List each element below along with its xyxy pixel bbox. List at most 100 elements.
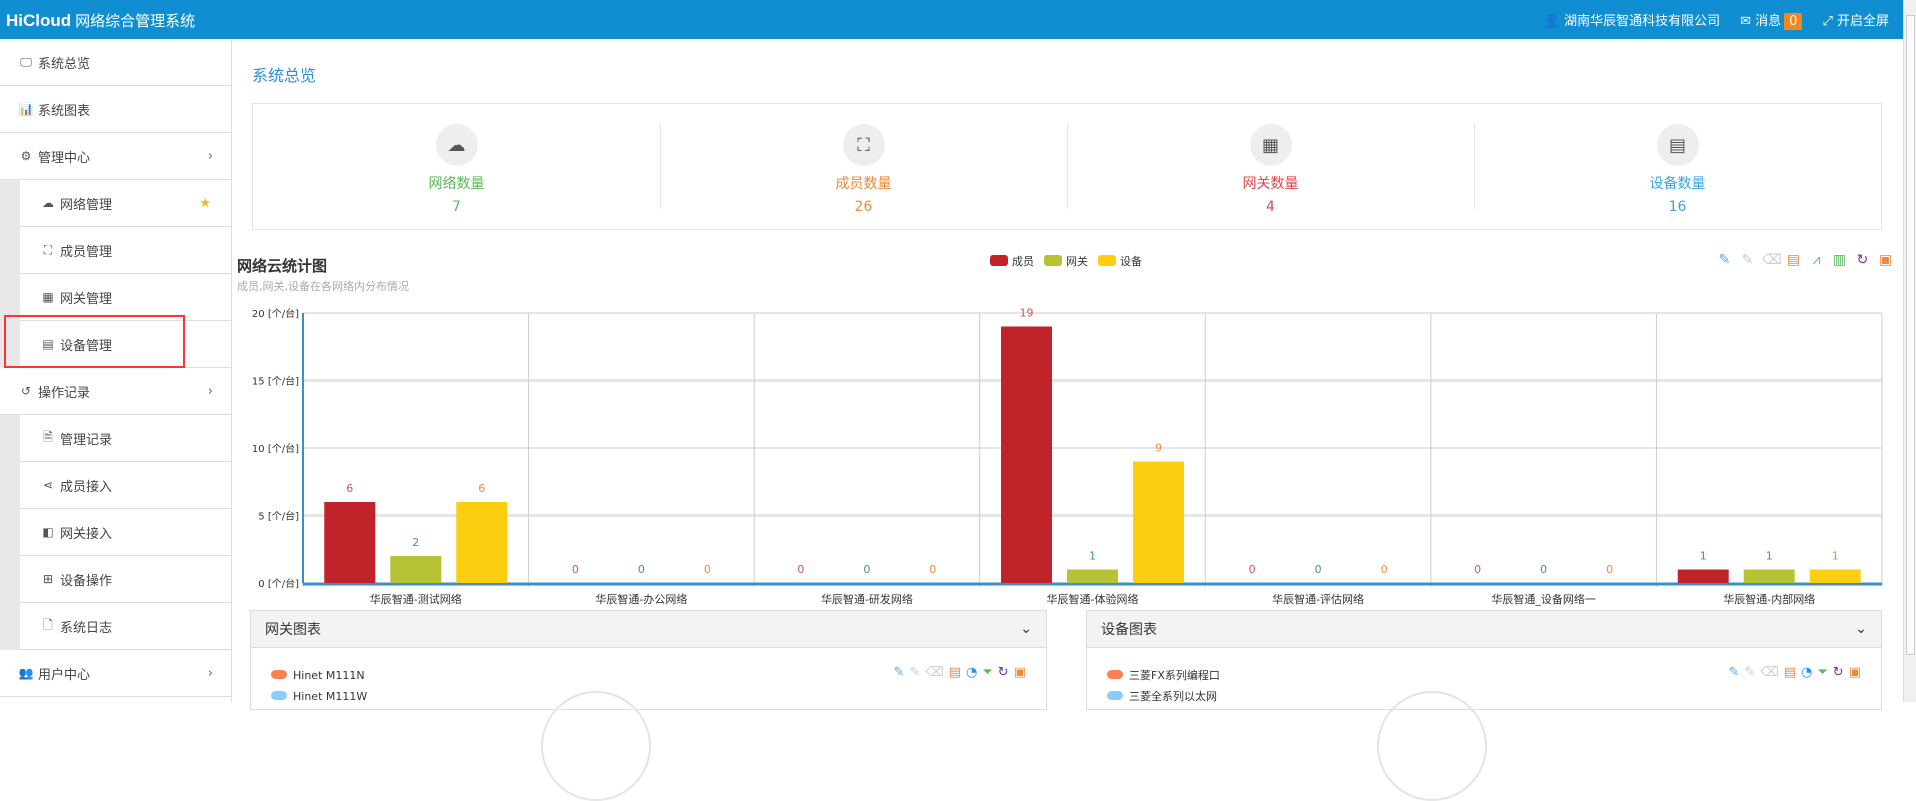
device-panel-title: 设备图表 [1101, 622, 1157, 638]
sidebar-item[interactable]: 🗋 系统日志 [20, 603, 231, 650]
x-tick-label: 华辰智通-评估网络 [1272, 592, 1364, 606]
grid-icon: ▦ [42, 290, 54, 304]
data-label: 0 [704, 563, 711, 576]
scrollbar-thumb[interactable] [1906, 15, 1915, 655]
device-panel-header[interactable]: 设备图表 ⌄ [1087, 611, 1881, 648]
data-view-icon[interactable]: ▤ [1786, 252, 1801, 268]
sidebar-item[interactable]: ⋖ 成员接入 [20, 462, 231, 509]
legend-label: 成员 [1012, 255, 1034, 268]
bar [1677, 569, 1729, 583]
data-label: 1 [1700, 550, 1707, 563]
chevron-down-icon[interactable]: ⌄ [1020, 621, 1032, 637]
sidebar-item-label: 网关接入 [60, 526, 113, 542]
stat-card: ☁ 网络数量 7 [253, 104, 660, 229]
stats-panel: ☁ 网络数量 7 ⛶ 成员数量 26 ▦ 网关数量 4 ▤ 设备数量 16 [252, 103, 1882, 230]
grid-icon: ▦ [1249, 124, 1292, 166]
legend-item[interactable]: Hinet M111W [271, 686, 367, 707]
gateway-legend: Hinet M111N Hinet M111W [271, 665, 367, 707]
sidebar-item[interactable]: 🗎 管理记录 [20, 415, 231, 462]
share-square-icon: ◧ [42, 525, 54, 539]
brand[interactable]: HiCloud 网络综合管理系统 [6, 10, 195, 31]
device-pie-chart [1377, 691, 1487, 801]
data-view-icon[interactable]: ▤ [948, 665, 962, 680]
fullscreen-label: 开启全屏 [1836, 14, 1889, 29]
stat-card: ⛶ 成员数量 26 [660, 104, 1067, 229]
legend-label: Hinet M111W [293, 690, 368, 703]
line-icon[interactable]: ⩘ [1812, 252, 1821, 268]
mark-undo-icon[interactable]: ✎ [909, 665, 921, 680]
stat-value: 16 [1668, 199, 1687, 215]
sidebar-item[interactable]: 📊 系统图表 [0, 86, 231, 133]
sidebar-item[interactable]: 👥 用户中心 › [0, 650, 231, 697]
data-label: 0 [797, 563, 804, 576]
legend-label: 三菱全系列以太网 [1129, 690, 1217, 703]
save-icon[interactable]: ▣ [1013, 665, 1026, 680]
gateway-panel-header[interactable]: 网关图表 ⌄ [251, 611, 1046, 648]
mark-clear-icon[interactable]: ⌫ [1762, 252, 1782, 268]
legend-item[interactable]: 三菱全系列以太网 [1107, 686, 1220, 707]
plus-square-icon: ⊞ [42, 572, 54, 586]
sidebar-item[interactable]: ▤ 设备管理 [20, 321, 231, 368]
stat-label: 成员数量 [835, 176, 892, 192]
star-icon[interactable]: ★ [199, 195, 211, 211]
fullscreen-button[interactable]: ⤢ 开启全屏 [1822, 10, 1889, 29]
gateway-pie-chart [541, 691, 651, 801]
stat-label: 设备数量 [1649, 176, 1706, 192]
pie-icon[interactable]: ◔ [1801, 665, 1813, 680]
sidebar-item[interactable]: 🖵 系统总览 [0, 39, 231, 86]
mark-icon[interactable]: ✎ [1728, 665, 1740, 680]
legend-label: Hinet M111N [293, 669, 365, 682]
legend-dot-icon [271, 670, 287, 679]
funnel-icon[interactable]: ⏷ [982, 665, 993, 680]
save-icon[interactable]: ▣ [1878, 252, 1893, 268]
legend-item[interactable]: 成员 [990, 253, 1034, 269]
mark-icon[interactable]: ✎ [893, 665, 905, 680]
messages-badge: 0 [1784, 13, 1803, 30]
sidebar-item[interactable]: ▦ 网关管理 [20, 274, 231, 321]
messages-label: 消息 [1755, 14, 1782, 29]
sidebar-item[interactable]: ☁ 网络管理 ★ [20, 180, 231, 227]
messages-button[interactable]: ✉ 消息 0 [1740, 10, 1803, 30]
data-view-icon[interactable]: ▤ [1783, 665, 1797, 680]
mark-icon[interactable]: ✎ [1718, 252, 1731, 268]
cogs-icon: ⚙ [20, 149, 32, 163]
mark-undo-icon[interactable]: ✎ [1741, 252, 1754, 268]
sidebar-item-label: 网络管理 [60, 197, 113, 213]
bar-icon[interactable]: ▥ [1832, 252, 1847, 268]
legend-dot-icon [271, 691, 287, 700]
chevron-right-icon: › [207, 665, 213, 681]
cloud-icon: ☁ [42, 196, 54, 210]
chart-title: 网络云统计图 [237, 257, 328, 275]
expand-icon: ⤢ [1822, 14, 1833, 29]
file-text-icon: 🗎 [43, 429, 53, 444]
chevron-down-icon[interactable]: ⌄ [1855, 621, 1867, 637]
sidebar-item[interactable]: ◧ 网关接入 [20, 509, 231, 556]
sidebar: 🖵 系统总览 📊 系统图表 ⚙ 管理中心 › ☁ 网络管理 ★ ⛶ 成员管理 ▦ 网关管理 ▤ 设备管理 ↺ 操作… [0, 39, 232, 702]
stat-value: 4 [1266, 199, 1275, 215]
refresh-icon[interactable]: ↻ [1856, 252, 1869, 268]
data-label: 0 [1381, 563, 1388, 576]
legend-dot-icon [1107, 670, 1123, 679]
sidebar-item[interactable]: ⛶ 成员管理 [20, 227, 231, 274]
mark-undo-icon[interactable]: ✎ [1744, 665, 1756, 680]
data-label: 6 [346, 482, 353, 495]
sidebar-item[interactable]: ↺ 操作记录 › [0, 368, 231, 415]
legend-item[interactable]: 网关 [1044, 253, 1088, 269]
page-scrollbar[interactable] [1903, 0, 1916, 702]
refresh-icon[interactable]: ↻ [1832, 665, 1844, 680]
funnel-icon[interactable]: ⏷ [1817, 665, 1828, 680]
stat-card: ▤ 设备数量 16 [1474, 104, 1881, 229]
legend-item[interactable]: 设备 [1098, 253, 1142, 269]
y-tick-label: 5 [个/台] [258, 510, 299, 523]
sidebar-item[interactable]: ⊞ 设备操作 [20, 556, 231, 603]
mark-clear-icon[interactable]: ⌫ [925, 665, 944, 680]
pie-icon[interactable]: ◔ [966, 665, 978, 680]
refresh-icon[interactable]: ↻ [997, 665, 1009, 680]
mark-clear-icon[interactable]: ⌫ [1760, 665, 1779, 680]
legend-item[interactable]: 三菱FX系列编程口 [1107, 665, 1220, 686]
legend-item[interactable]: Hinet M111N [271, 665, 367, 686]
company-link[interactable]: 👤 湖南华辰智通科技有限公司 [1544, 10, 1720, 29]
desktop-icon: 🖵 [20, 54, 32, 69]
save-icon[interactable]: ▣ [1848, 665, 1861, 680]
sidebar-item[interactable]: ⚙ 管理中心 › [0, 133, 231, 180]
